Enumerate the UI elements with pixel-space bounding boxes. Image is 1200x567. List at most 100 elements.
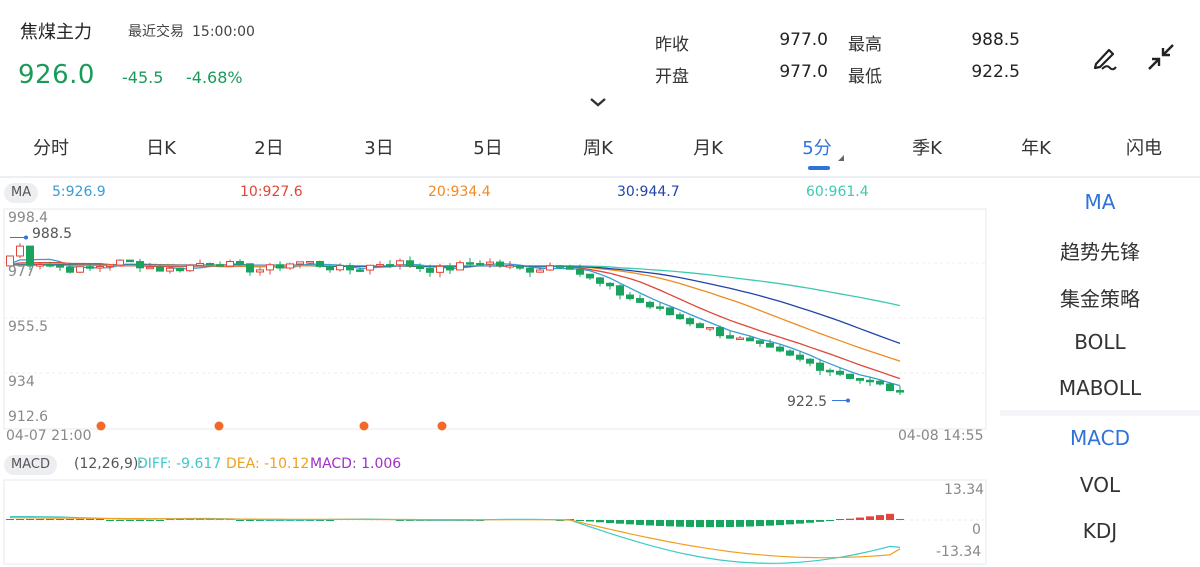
candle-body	[596, 277, 604, 284]
indicator-ma[interactable]: MA	[1084, 190, 1116, 214]
candle	[556, 264, 564, 269]
candle	[766, 339, 774, 348]
macd-bar	[16, 519, 24, 520]
active-tab-indicator	[808, 166, 830, 170]
candle-body	[566, 265, 574, 270]
indicator-boll[interactable]: BOLL	[1074, 330, 1126, 354]
ma30-value: 30:944.7	[617, 184, 680, 200]
candle	[216, 261, 224, 267]
tab-week-k[interactable]: 周K	[583, 138, 613, 159]
tab-3day[interactable]: 3日	[364, 138, 394, 159]
indicator-trend-pioneer[interactable]: 趋势先锋	[1060, 240, 1140, 264]
candle-body	[446, 265, 454, 271]
candle	[126, 259, 134, 263]
candle-body	[166, 267, 174, 272]
candle	[186, 264, 194, 273]
candlestick-chart[interactable]	[0, 205, 990, 440]
y-label-955: 955.5	[8, 319, 49, 335]
event-dot	[359, 421, 369, 431]
candle-body	[736, 337, 744, 341]
candle	[106, 263, 114, 271]
candle-body	[666, 307, 674, 316]
ma-tag[interactable]: MA	[4, 183, 39, 203]
candle	[206, 262, 214, 266]
indicator-macd[interactable]: MACD	[1070, 426, 1130, 450]
price-change: -45.5	[122, 68, 164, 87]
candle	[366, 264, 374, 275]
candle-body	[606, 282, 614, 287]
high-marker-dot	[24, 235, 28, 240]
tab-dropdown-triangle-icon[interactable]	[838, 155, 844, 161]
candle-body	[6, 255, 14, 267]
candle	[156, 264, 164, 272]
candle	[866, 377, 874, 387]
candle-body	[366, 264, 374, 271]
candle-body	[576, 268, 584, 275]
tab-year-k[interactable]: 年K	[1021, 138, 1051, 159]
candle-body	[236, 260, 244, 265]
candle	[646, 300, 654, 309]
time-start-label: 04-07 21:00	[6, 428, 92, 444]
tab-2day[interactable]: 2日	[254, 138, 284, 159]
candle-body	[496, 261, 504, 267]
macd-bar	[806, 520, 814, 523]
candle-body	[306, 261, 314, 264]
candle-body	[846, 373, 854, 379]
macd-bar	[666, 520, 674, 527]
low-marker-label: 922.5	[787, 394, 828, 410]
collapse-arrows-icon[interactable]	[1144, 40, 1178, 74]
candle-body	[66, 266, 74, 273]
candle-body	[746, 337, 754, 342]
macd-bar	[836, 519, 844, 520]
candle-body	[816, 362, 824, 371]
candle	[476, 260, 484, 267]
low-value: 922.5	[971, 62, 1020, 82]
tab-5day[interactable]: 5日	[473, 138, 503, 159]
candle-body	[106, 264, 114, 268]
candle-body	[616, 285, 624, 296]
tab-5min[interactable]: 5分	[802, 138, 832, 159]
indicator-panel: MA 趋势先锋 集金策略 BOLL MABOLL MACD VOL KDJ	[1000, 178, 1200, 567]
candle	[46, 261, 54, 268]
last-trade-label: 最近交易	[128, 24, 184, 40]
macd-bar	[186, 519, 194, 520]
candle-body	[196, 262, 204, 266]
candle-body	[36, 264, 44, 267]
candle	[376, 261, 384, 268]
macd-tag[interactable]: MACD	[4, 455, 57, 475]
candle-body	[286, 263, 294, 269]
candle-body	[26, 245, 34, 266]
macd-bar	[586, 520, 594, 522]
candle	[146, 263, 154, 270]
candle	[496, 259, 504, 268]
chevron-down-icon[interactable]	[588, 94, 608, 108]
last-trade-time: 15:00:00	[192, 24, 255, 40]
tab-flash[interactable]: 闪电	[1126, 138, 1162, 159]
pen-draw-icon[interactable]	[1088, 40, 1122, 74]
ma30-line	[9, 264, 901, 345]
macd-bar	[146, 520, 154, 521]
tab-fenshi[interactable]: 分时	[33, 138, 69, 159]
indicator-vol[interactable]: VOL	[1079, 473, 1121, 497]
tab-season-k[interactable]: 季K	[912, 138, 942, 159]
indicator-maboll[interactable]: MABOLL	[1058, 376, 1142, 400]
candle-body	[886, 383, 894, 392]
y-label-934: 934	[8, 374, 35, 390]
candle-body	[336, 265, 344, 271]
macd-bar	[706, 520, 714, 528]
macd-chart[interactable]	[0, 478, 990, 567]
macd-bar	[176, 519, 184, 520]
candle-body	[316, 261, 324, 267]
candle	[116, 259, 124, 266]
candle-body	[16, 245, 24, 257]
macd-bar	[776, 520, 784, 526]
candle	[176, 267, 184, 273]
tab-month-k[interactable]: 月K	[693, 138, 723, 159]
low-label: 最低	[848, 67, 882, 87]
tab-day-k[interactable]: 日K	[146, 138, 176, 159]
candle-body	[716, 327, 724, 337]
price-change-pct: -4.68%	[186, 68, 243, 87]
indicator-jijin-strategy[interactable]: 集金策略	[1060, 287, 1140, 311]
candle-body	[866, 379, 874, 383]
indicator-kdj[interactable]: KDJ	[1082, 519, 1118, 543]
